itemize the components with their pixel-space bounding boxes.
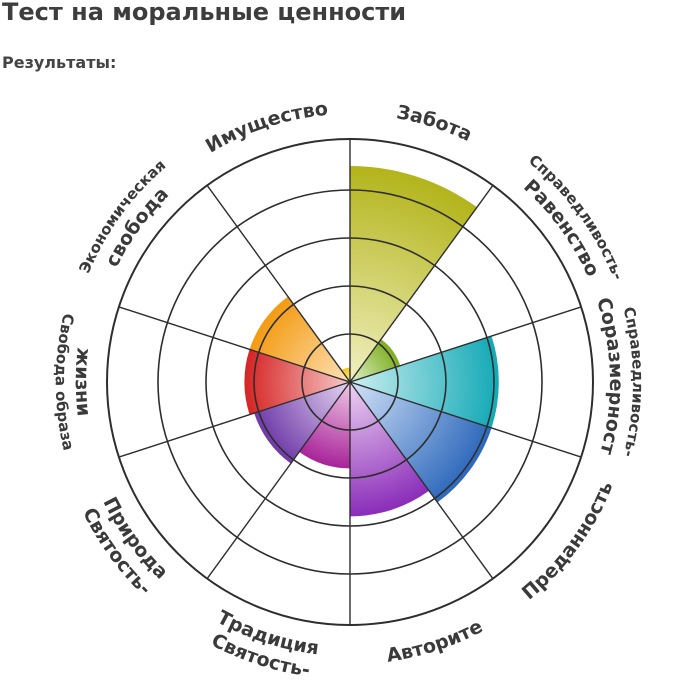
labels-layer: ЗаботаСправедливость-РавенствоСправедлив… bbox=[0, 0, 647, 681]
grid-spoke-9 bbox=[118, 306, 351, 383]
sector-2 bbox=[350, 339, 401, 382]
grid-spoke-8 bbox=[118, 381, 351, 458]
grid-layer bbox=[106, 138, 594, 626]
grid-spoke-3 bbox=[349, 306, 582, 383]
grid-spoke-4 bbox=[349, 381, 582, 458]
sectors-layer bbox=[244, 166, 499, 517]
grid-spoke-10 bbox=[206, 184, 351, 383]
grid-spoke-7 bbox=[206, 381, 351, 580]
page-title: Тест на моральные ценности bbox=[2, 0, 407, 26]
grid-spoke-2 bbox=[349, 184, 494, 383]
sector-1 bbox=[350, 166, 477, 382]
category-label-1-line-1: Забота bbox=[395, 101, 476, 146]
category-label-5-line-1: Авторите bbox=[385, 615, 486, 666]
grid-spoke-5 bbox=[349, 381, 494, 580]
sector-9 bbox=[249, 296, 350, 382]
sector-7 bbox=[254, 382, 350, 464]
results-heading: Результаты: bbox=[2, 53, 117, 72]
category-label-8-line-2: жизни bbox=[71, 347, 95, 418]
sector-5 bbox=[350, 382, 429, 517]
sector-8 bbox=[244, 349, 350, 415]
sector-4 bbox=[350, 382, 492, 503]
sector-6 bbox=[299, 382, 350, 469]
category-label-10-line-1: Имущество bbox=[202, 98, 329, 158]
sector-3 bbox=[350, 336, 499, 428]
